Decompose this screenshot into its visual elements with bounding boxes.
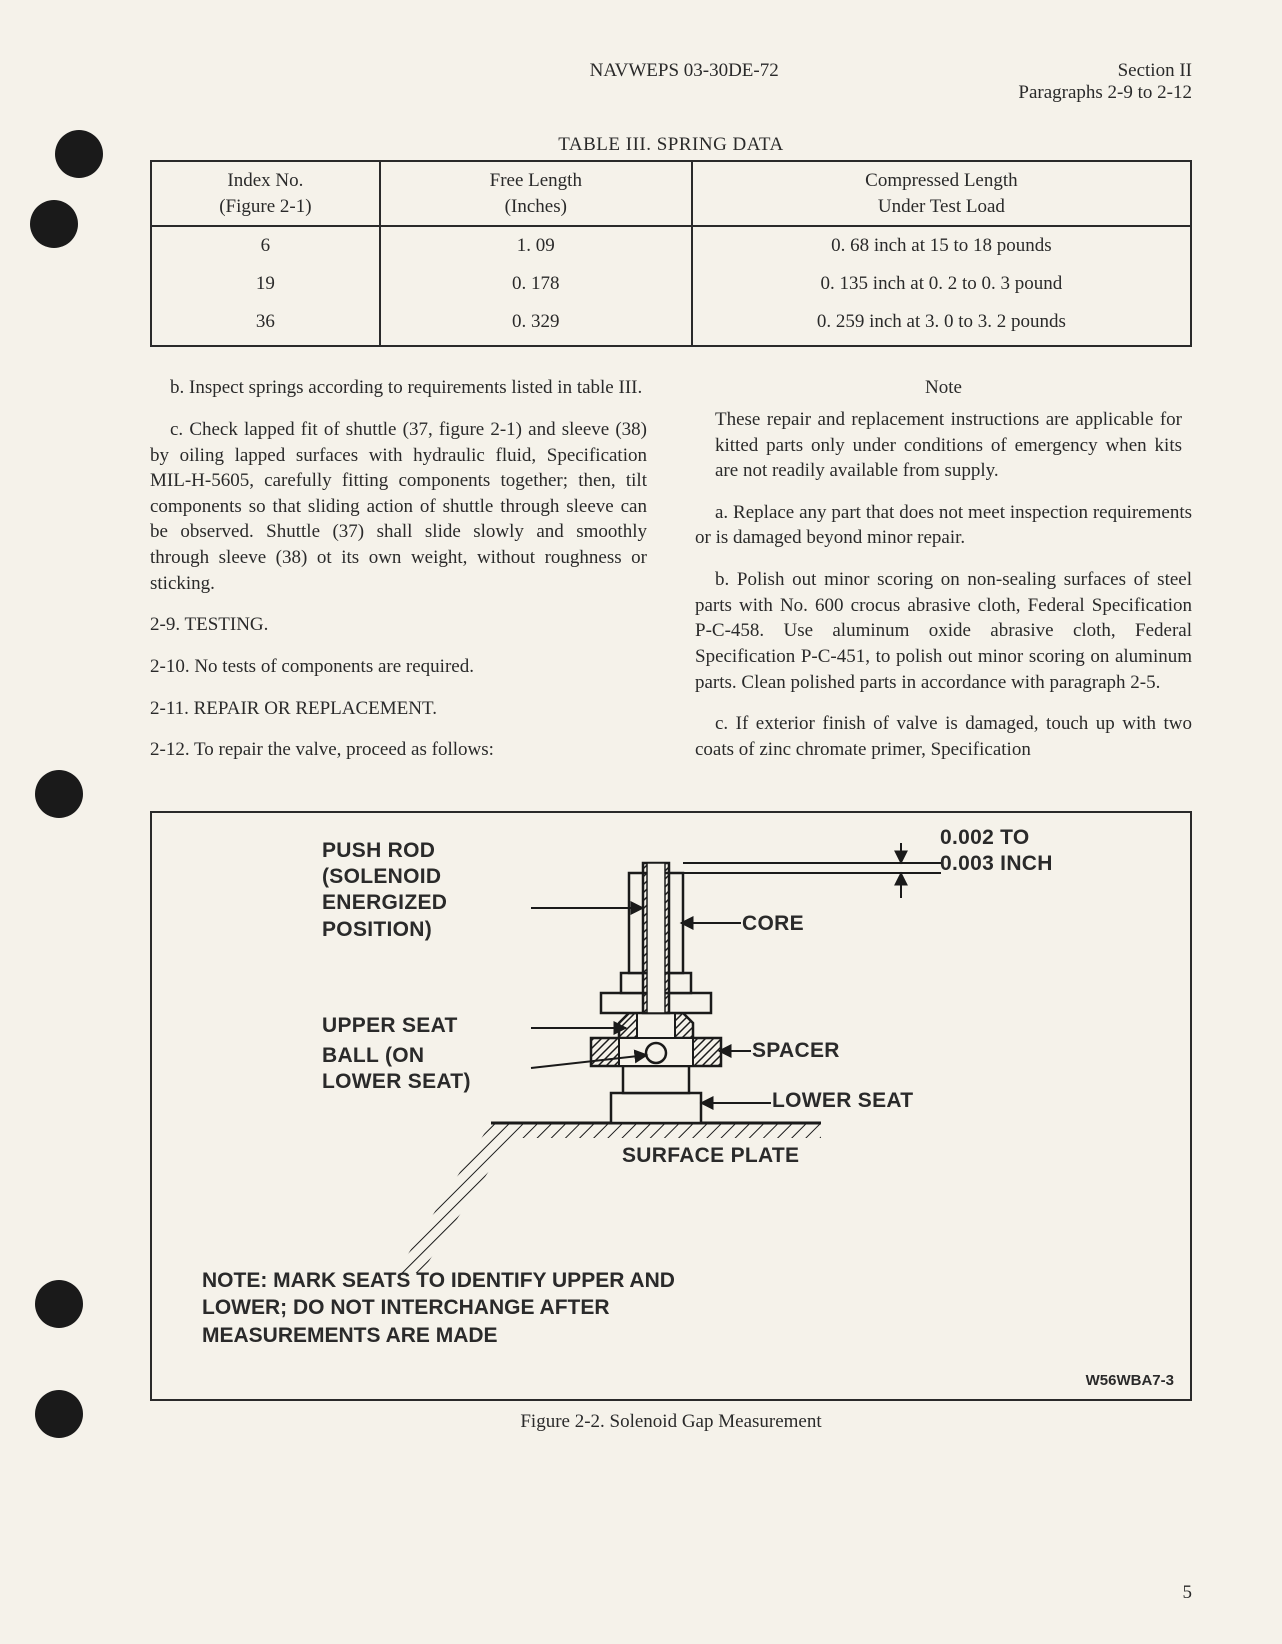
note-body: These repair and replacement instruction… xyxy=(715,407,1182,484)
fig-label-ball: BALL (ONLOWER SEAT) xyxy=(322,1043,471,1096)
page: NAVWEPS 03-30DE-72 Section II Paragraphs… xyxy=(0,0,1282,1644)
note-heading: Note xyxy=(695,375,1192,401)
table-row: 6 1. 09 0. 68 inch at 15 to 18 pounds xyxy=(151,226,1191,265)
table-col-header: Free Length(Inches) xyxy=(380,161,692,226)
punch-hole xyxy=(35,770,83,818)
fig-label-gap: 0.002 TO0.003 INCH xyxy=(940,825,1053,878)
punch-hole xyxy=(35,1390,83,1438)
body-columns: b. Inspect springs according to requirem… xyxy=(150,375,1192,779)
figure-caption: Figure 2-2. Solenoid Gap Measurement xyxy=(150,1411,1192,1433)
section-heading: 2-11. REPAIR OR REPLACEMENT. xyxy=(150,696,647,722)
fig-label-push-rod: PUSH ROD(SOLENOIDENERGIZEDPOSITION) xyxy=(322,838,447,943)
spring-data-table: Index No.(Figure 2-1) Free Length(Inches… xyxy=(150,160,1192,347)
table-col-header: Compressed LengthUnder Test Load xyxy=(692,161,1191,226)
right-column: Note These repair and replacement instru… xyxy=(695,375,1192,779)
paragraph: 2-10. No tests of components are require… xyxy=(150,654,647,680)
fig-label-surface-plate: SURFACE PLATE xyxy=(622,1143,799,1169)
paragraph: a. Replace any part that does not meet i… xyxy=(695,500,1192,551)
table-title: TABLE III. SPRING DATA xyxy=(150,134,1192,156)
page-header: NAVWEPS 03-30DE-72 Section II Paragraphs… xyxy=(150,60,1192,104)
punch-hole xyxy=(55,130,103,178)
section-heading: 2-9. TESTING. xyxy=(150,612,647,638)
figure-note: NOTE: MARK SEATS TO IDENTIFY UPPER AND L… xyxy=(202,1267,722,1349)
table-header-row: Index No.(Figure 2-1) Free Length(Inches… xyxy=(151,161,1191,226)
paragraph: 2-12. To repair the valve, proceed as fo… xyxy=(150,737,647,763)
paragraph: b. Inspect springs according to requirem… xyxy=(150,375,647,401)
fig-label-upper-seat: UPPER SEAT xyxy=(322,1013,458,1039)
paragraph: c. Check lapped fit of shuttle (37, figu… xyxy=(150,417,647,596)
page-number: 5 xyxy=(1183,1582,1193,1604)
punch-hole xyxy=(30,200,78,248)
figure-code: W56WBA7-3 xyxy=(1086,1372,1174,1389)
table-row: 19 0. 178 0. 135 inch at 0. 2 to 0. 3 po… xyxy=(151,265,1191,303)
fig-label-core: CORE xyxy=(742,911,804,937)
table-row: 36 0. 329 0. 259 inch at 3. 0 to 3. 2 po… xyxy=(151,303,1191,346)
table-col-header: Index No.(Figure 2-1) xyxy=(151,161,380,226)
paragraph: b. Polish out minor scoring on non-seali… xyxy=(695,567,1192,695)
header-section: Section II Paragraphs 2-9 to 2-12 xyxy=(1018,60,1192,104)
punch-hole xyxy=(35,1280,83,1328)
figure-box: PUSH ROD(SOLENOIDENERGIZEDPOSITION) UPPE… xyxy=(150,811,1192,1401)
paragraph: c. If exterior finish of valve is damage… xyxy=(695,711,1192,762)
fig-label-lower-seat: LOWER SEAT xyxy=(772,1088,913,1114)
fig-label-spacer: SPACER xyxy=(752,1038,840,1064)
left-column: b. Inspect springs according to requirem… xyxy=(150,375,647,779)
header-doc-id: NAVWEPS 03-30DE-72 xyxy=(590,60,779,104)
